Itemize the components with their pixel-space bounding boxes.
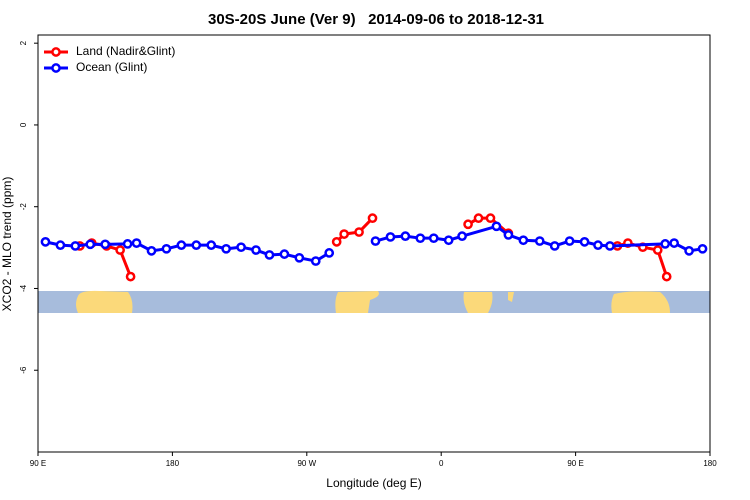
- point: [125, 271, 136, 282]
- series-line: [335, 217, 374, 243]
- point: [605, 241, 615, 251]
- point: [122, 239, 133, 249]
- point: [251, 245, 261, 255]
- point: [161, 243, 172, 254]
- point: [564, 236, 575, 246]
- point: [669, 238, 680, 248]
- point: [370, 236, 381, 246]
- point: [206, 240, 217, 250]
- point: [310, 256, 321, 266]
- point: [473, 213, 484, 224]
- legend-label: Ocean (Glint): [76, 60, 147, 74]
- point: [100, 239, 111, 250]
- point: [146, 246, 157, 256]
- point: [428, 233, 439, 244]
- x-tick-label: 90 E: [567, 459, 583, 468]
- x-tick-label: 180: [703, 459, 717, 468]
- point: [70, 241, 81, 251]
- point: [661, 271, 672, 282]
- point: [485, 213, 496, 224]
- point: [221, 243, 232, 254]
- point: [385, 232, 396, 242]
- point: [40, 237, 51, 247]
- point: [457, 231, 467, 241]
- y-tick-label: -4: [19, 284, 28, 292]
- point: [367, 213, 378, 224]
- x-tick-label: 90 E: [30, 459, 46, 468]
- point: [549, 241, 560, 251]
- y-axis-label: XCO2 - MLO trend (ppm): [0, 177, 14, 312]
- point: [660, 239, 671, 249]
- point: [55, 240, 66, 250]
- point: [652, 245, 663, 255]
- point: [697, 243, 708, 254]
- plot-frame: [37, 34, 711, 453]
- point: [331, 237, 342, 247]
- y-tick-label: 2: [19, 40, 28, 45]
- x-axis-label: Longitude (deg E): [326, 476, 421, 490]
- chart-title: 30S-20S June (Ver 9) 2014-09-06 to 2018-…: [208, 11, 544, 28]
- point: [294, 252, 305, 263]
- point: [491, 221, 502, 232]
- point: [115, 245, 125, 255]
- legend-label: Land (Nadir&Glint): [76, 44, 175, 58]
- point: [593, 240, 603, 250]
- point: [264, 250, 275, 260]
- point: [684, 246, 694, 256]
- point: [354, 227, 364, 237]
- point: [518, 235, 529, 246]
- point: [176, 240, 187, 250]
- point: [415, 233, 426, 244]
- legend-marker: [51, 63, 61, 73]
- point: [131, 238, 142, 248]
- map-strip: [38, 290, 710, 313]
- point: [443, 235, 454, 246]
- x-tick-label: 180: [166, 459, 180, 468]
- point: [85, 239, 96, 250]
- point: [534, 236, 545, 246]
- point: [324, 248, 335, 258]
- point: [339, 229, 349, 239]
- legend-marker: [51, 47, 61, 57]
- x-tick-label: 0: [439, 459, 444, 468]
- point: [191, 240, 202, 250]
- x-tick-label: 90 W: [297, 459, 316, 468]
- y-tick-label: 0: [19, 122, 28, 127]
- y-tick-label: -6: [19, 366, 28, 374]
- point: [463, 219, 473, 230]
- point: [579, 237, 590, 247]
- y-tick-label: -2: [19, 203, 28, 211]
- point: [279, 249, 290, 259]
- point: [503, 230, 514, 240]
- point: [236, 242, 246, 253]
- point: [400, 231, 411, 241]
